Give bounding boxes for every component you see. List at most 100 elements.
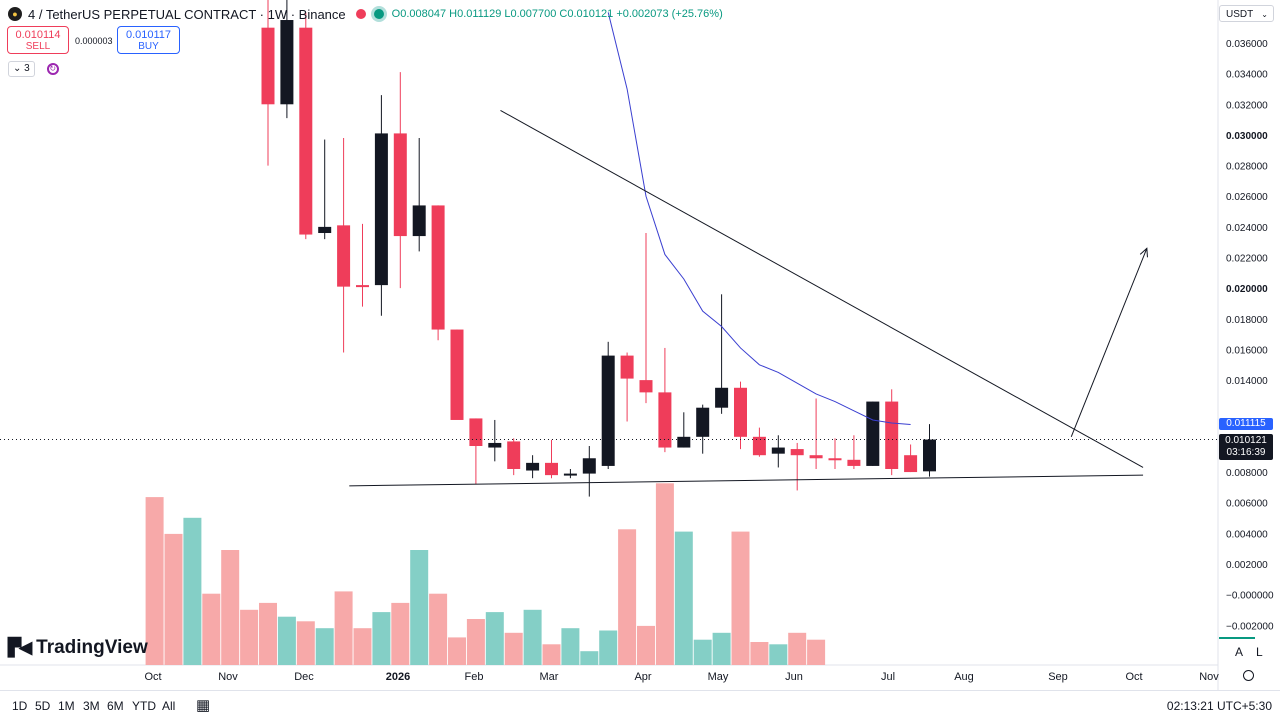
tradingview-logo[interactable]: ▛◀ TradingView [8,637,148,659]
y-tick-label: 0.020000 [1226,284,1268,295]
ohlc-values: O0.008047 H0.011129 L0.007700 C0.010121 … [391,8,723,20]
candle-body [526,462,540,471]
chevron-down-icon: ⌄ [1261,10,1268,19]
volume-bar [618,529,637,665]
volume-bar [391,602,410,665]
y-tick-label: 0.030000 [1226,131,1268,142]
symbol-title[interactable]: 4 / TetherUS PERPETUAL CONTRACT · 1W · B… [28,6,346,22]
candle-body [866,401,880,466]
candle-body [923,439,936,472]
candle-body [885,401,899,469]
volume-bar [750,642,769,665]
candle-body [696,407,710,437]
y-tick-label: 0.024000 [1226,223,1268,234]
x-tick-label: Sep [1048,671,1068,683]
ma-price-tag: 0.011115 [1219,418,1273,430]
timeframe-5d[interactable]: 5D [35,699,51,713]
candle-body [507,441,521,469]
chevron-down-icon: ⌄ [13,63,22,74]
coin-logo-icon: ● [8,7,22,21]
projection-arrow [1070,248,1148,438]
volume-bar [655,483,674,665]
x-tick-label: Feb [465,671,484,683]
y-tick-label: 0.016000 [1226,345,1268,356]
market-status-icon[interactable] [355,9,366,19]
candle-body [639,380,653,393]
indicators-toggle[interactable]: ⌄ 3 [8,61,35,77]
candle-body [904,455,918,473]
candle-body [715,387,729,408]
volume-bar [637,625,655,665]
live-status-icon [373,9,384,19]
volume-bar [164,533,183,665]
candle-body [412,205,426,237]
symbol-legend[interactable]: ● 4 / TetherUS PERPETUAL CONTRACT · 1W ·… [8,5,723,23]
y-tick-label: 0.006000 [1226,499,1268,510]
timeframe-6m[interactable]: 6M [107,699,124,713]
candle-body [847,459,861,466]
y-tick-label: 0.002000 [1226,560,1268,571]
candle-body [677,436,691,448]
buy-button[interactable]: 0.010117 BUY [117,26,180,54]
auto-scale-button[interactable]: A [1235,645,1244,659]
volume-bar [807,639,826,665]
volume-bar [353,628,372,665]
timeframe-all[interactable]: All [162,699,176,713]
volume-bar [788,632,807,665]
tradingview-wordmark: TradingView [36,637,148,658]
volume-bar [334,591,353,665]
timeframe-3m[interactable]: 3M [83,699,100,713]
gear-icon[interactable] [1243,670,1254,681]
indicators-row: ⌄ 3 ↻ [8,61,59,77]
volume-bar [183,517,202,665]
x-tick-label: May [708,671,729,683]
sell-label: SELL [25,41,51,52]
clock-display[interactable]: 02:13:21 UTC+5:30 [1166,699,1272,713]
volume-bar [731,531,750,665]
x-tick-label: Dec [294,671,314,683]
x-tick-label: Oct [144,671,161,683]
lower-trendline [349,474,1144,487]
y-tick-label: 0.032000 [1226,100,1268,111]
currency-select[interactable]: USDT ⌄ [1219,5,1274,22]
bar-countdown: 03:16:39 [1226,447,1266,458]
y-tick-label: 0.034000 [1226,70,1268,81]
volume-bar [580,651,599,665]
volume-bar [674,531,693,665]
volume-bar [542,644,561,665]
candle-body [545,462,558,476]
sync-icon[interactable]: ↻ [46,63,59,75]
timeframe-ytd[interactable]: YTD [132,699,156,713]
calendar-range-icon[interactable]: ▦ [196,697,211,714]
timeframe-1m[interactable]: 1M [58,699,75,713]
candles-group [261,0,936,497]
y-tick-label: 0.036000 [1226,39,1268,50]
volume-bar [145,497,164,665]
x-tick-label: Nov [1199,671,1219,683]
moving-average-line [607,12,911,426]
volume-bar [561,628,580,665]
volume-bar [448,637,466,665]
scale-divider [1219,637,1255,639]
bottom-toolbar: 1D 5D 1M 3M 6M YTD All ▦ 02:13:21 UTC+5:… [0,690,1280,721]
volume-bar [221,550,240,665]
tradingview-mark-icon: ▛◀ [8,638,32,657]
candle-body [601,355,615,466]
candle-body [261,27,275,105]
y-tick-label: 0.004000 [1226,529,1268,540]
volume-bar [769,644,788,665]
sell-button[interactable]: 0.010114 SELL [7,26,69,54]
upper-trendline [500,109,1144,468]
candle-body [280,20,294,105]
y-tick-label: 0.008000 [1226,468,1268,479]
timeframe-1d[interactable]: 1D [12,699,28,713]
log-scale-button[interactable]: L [1256,645,1263,659]
x-tick-label: Apr [634,671,651,683]
volume-bar [410,550,429,665]
buy-label: BUY [138,41,159,52]
spread-value: 0.000003 [75,36,113,46]
candle-body [488,442,502,448]
y-tick-label: 0.026000 [1226,192,1268,203]
candle-body [771,447,785,454]
